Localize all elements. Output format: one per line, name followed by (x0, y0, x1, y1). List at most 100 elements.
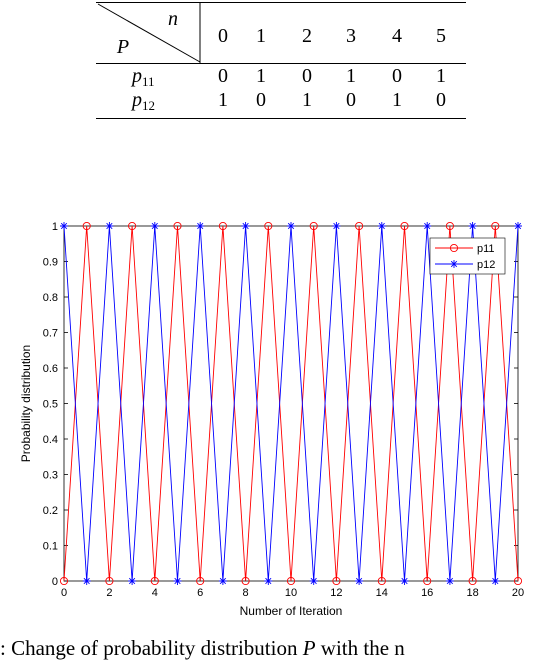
table-diagonal-divider (97, 3, 201, 64)
data-point (377, 222, 386, 230)
table-top-rule (96, 2, 466, 4)
table-cell: 0 (256, 89, 266, 111)
y-tick-label: 0.7 (43, 328, 58, 340)
x-tick-label: 14 (376, 587, 388, 599)
table-col-header: 5 (436, 25, 446, 47)
table-col-header: 0 (218, 25, 228, 47)
table-cell: 1 (218, 89, 228, 111)
data-point (218, 577, 227, 585)
table-col-header: 3 (346, 25, 356, 47)
table-cell: 1 (346, 65, 356, 87)
data-point (513, 576, 523, 586)
data-point (105, 222, 114, 230)
x-tick-label: 6 (197, 587, 203, 599)
y-tick-label: 0.2 (43, 505, 58, 517)
data-point (128, 577, 137, 585)
legend-item-p12: p12 (435, 259, 495, 271)
data-point (59, 576, 69, 586)
figure-caption: : Change of probability distribution P w… (0, 636, 554, 660)
x-tick-label: 0 (61, 587, 67, 599)
probability-chart: 0 2 4 6 8 10 12 14 16 18 20 0 0.1 0.2 0.3 0.4 0.5 0.6 0.7 0… (19, 221, 524, 618)
y-tick-label: 0.1 (43, 541, 58, 553)
table-cell: 1 (392, 89, 402, 111)
data-point (241, 576, 250, 586)
data-point (332, 576, 341, 586)
table-header-n: n (168, 8, 178, 30)
data-point (377, 576, 386, 586)
y-tick-label: 0.4 (43, 434, 58, 446)
data-point (355, 221, 364, 231)
y-tick-label: 0 (52, 576, 58, 588)
legend-marker (449, 243, 459, 253)
series-line (63, 225, 519, 582)
x-tick-label: 20 (512, 587, 524, 599)
x-tick-label: 4 (152, 587, 158, 599)
x-axis-label: Number of Iteration (240, 604, 343, 618)
table-middle-rule (96, 63, 466, 64)
series-p12 (60, 222, 522, 585)
axis-ticks: 0 2 4 6 8 10 12 14 16 18 20 0 0.1 0.2 0.3 0.4 0.5 0.6 0.7 0… (43, 221, 524, 599)
table-col-header: 4 (392, 25, 402, 47)
row-label-symbol: p (132, 65, 142, 87)
row-label-subscript: 11 (142, 74, 155, 89)
data-point (445, 221, 454, 231)
data-point (332, 222, 341, 230)
data-point (491, 221, 500, 231)
data-point (128, 221, 137, 231)
data-point (468, 222, 477, 230)
x-tick-label: 2 (106, 587, 112, 599)
table-cell: 0 (302, 65, 312, 87)
data-point (173, 221, 182, 231)
table-cell: 0 (436, 89, 446, 111)
data-point (218, 221, 227, 231)
data-point (105, 576, 114, 586)
legend-label: p11 (477, 243, 495, 255)
data-point (264, 221, 273, 231)
table-col-header: 1 (256, 25, 266, 47)
data-point (82, 577, 91, 585)
data-point (287, 222, 295, 230)
data-point (82, 221, 91, 231)
data-point (241, 222, 250, 230)
series-p11 (59, 221, 523, 586)
data-point (150, 222, 159, 230)
data-point (514, 222, 522, 230)
series-layer (59, 221, 523, 586)
data-point (400, 577, 409, 585)
plot-area (63, 225, 519, 582)
data-point (355, 577, 364, 585)
data-point (309, 577, 318, 585)
legend-label: p12 (477, 259, 495, 271)
data-point (309, 221, 318, 231)
x-tick-label: 18 (466, 587, 478, 599)
data-point (196, 576, 205, 586)
table-col-header: 2 (302, 25, 312, 47)
data-point (173, 577, 182, 585)
table-cell: 0 (346, 89, 356, 111)
data-point (468, 576, 477, 586)
table-cell: 0 (218, 65, 228, 87)
data-point (196, 222, 205, 230)
y-tick-label: 0.3 (43, 470, 58, 482)
x-tick-label: 12 (330, 587, 342, 599)
y-axis-label: Probability distribution (19, 345, 33, 462)
series-line (63, 225, 519, 582)
data-point (60, 222, 68, 230)
data-point (264, 577, 273, 585)
data-point (445, 577, 454, 585)
table-row-label: p11 (132, 66, 155, 92)
y-tick-label: 0.5 (43, 399, 58, 411)
row-label-symbol: p (132, 89, 142, 111)
table-bottom-rule (96, 118, 466, 120)
data-point (400, 221, 409, 231)
y-tick-label: 0.6 (43, 363, 58, 375)
caption-suffix: with the n (315, 636, 405, 660)
legend-box (429, 237, 506, 275)
data-point (423, 222, 432, 230)
y-tick-label: 0.9 (43, 257, 58, 269)
legend-item-p11: p11 (435, 243, 495, 255)
data-point (491, 577, 500, 585)
caption-symbol: P (302, 636, 316, 660)
